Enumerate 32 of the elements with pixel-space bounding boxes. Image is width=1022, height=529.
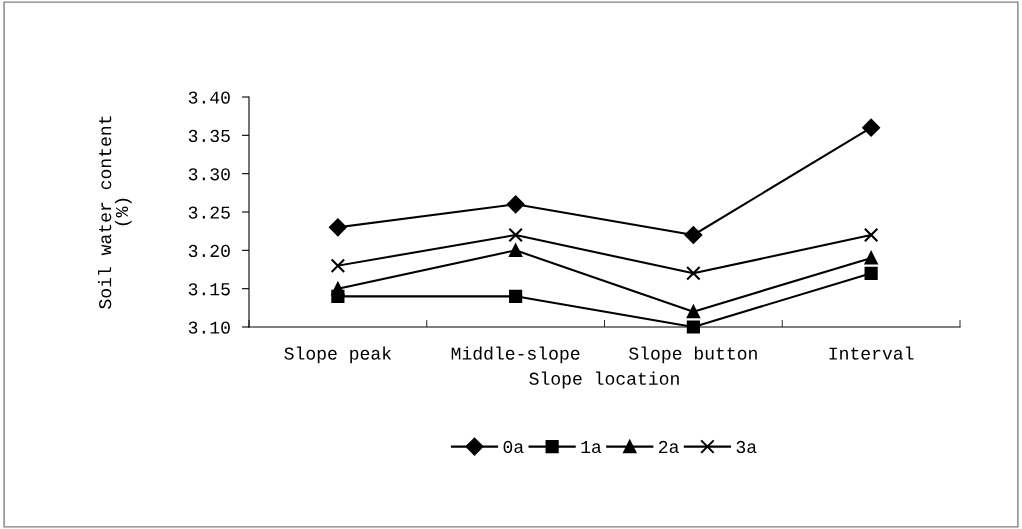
y-tick-label: 3.20 xyxy=(188,244,230,258)
x-axis-title: Slope location xyxy=(529,371,679,389)
x-tick-label: Slope button xyxy=(629,346,757,364)
x-tick-label: Middle-slope xyxy=(451,346,580,364)
point xyxy=(328,218,347,237)
x-tick-label: Slope peak xyxy=(284,346,392,364)
y-tick-label: 3.30 xyxy=(188,168,230,181)
y-tick-label: 3.15 xyxy=(188,283,230,296)
point xyxy=(864,266,878,280)
legend-label: 0a xyxy=(503,440,524,454)
x-tick-label: Interval xyxy=(829,346,914,360)
point xyxy=(509,243,523,257)
point xyxy=(864,251,878,265)
legend-label: 1a xyxy=(581,441,602,454)
point xyxy=(509,289,523,303)
point xyxy=(686,305,700,319)
point xyxy=(686,320,700,334)
point xyxy=(863,227,879,243)
point xyxy=(508,227,523,243)
point xyxy=(330,258,346,273)
point xyxy=(686,266,701,281)
y-tick-label: 3.40 xyxy=(188,91,230,104)
point xyxy=(862,118,881,137)
legend-label: 3a xyxy=(736,440,757,454)
y-tick-label: 3.10 xyxy=(188,321,230,334)
legend-label: 2a xyxy=(659,440,679,454)
point xyxy=(331,282,345,296)
point xyxy=(506,195,525,214)
point xyxy=(684,226,703,244)
y-axis-title: Soil water content (%) xyxy=(98,116,132,309)
y-tick-label: 3.25 xyxy=(188,206,230,219)
y-tick-label: 3.35 xyxy=(188,129,230,143)
